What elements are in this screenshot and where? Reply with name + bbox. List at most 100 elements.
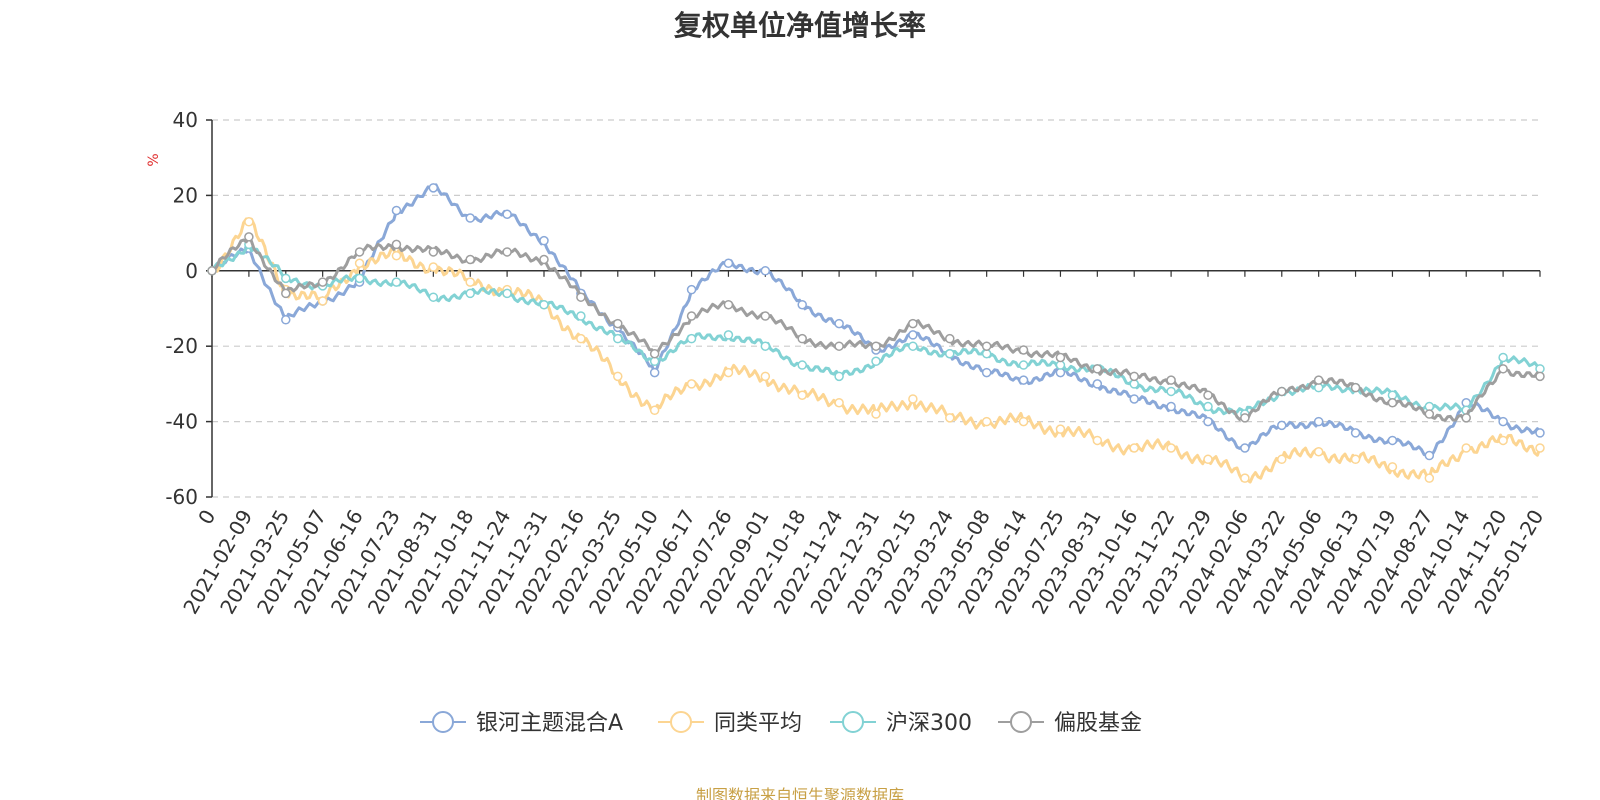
data-point (1350, 382, 1361, 393)
data-point (1277, 454, 1287, 465)
data-point (1498, 352, 1508, 363)
data-point (1313, 447, 1324, 457)
chart-title: 复权单位净值增长率 (673, 9, 926, 42)
data-point (1313, 375, 1324, 385)
data-point (281, 315, 291, 325)
legend-item[interactable]: 沪深300 (830, 711, 972, 736)
data-point (428, 292, 439, 302)
data-point (760, 341, 771, 351)
data-point (613, 371, 623, 382)
data-point (686, 284, 697, 295)
data-point (1166, 375, 1176, 385)
y-tick-label: 40 (173, 108, 198, 132)
legend-item[interactable]: 偏股基金 (998, 711, 1142, 736)
data-point (1129, 371, 1139, 382)
data-point (723, 299, 734, 310)
data-point (1498, 364, 1508, 374)
data-point (649, 348, 660, 359)
data-point (1018, 360, 1029, 370)
data-point (391, 205, 402, 216)
data-point (945, 348, 955, 359)
data-point (871, 341, 881, 351)
grid-layer (212, 119, 1540, 498)
data-point (465, 288, 475, 299)
data-point (1387, 435, 1398, 446)
data-point (428, 183, 439, 193)
data-point (760, 266, 771, 276)
data-point (1240, 413, 1250, 423)
data-point (354, 258, 365, 269)
data-point (539, 299, 549, 310)
data-point (1092, 364, 1103, 374)
data-point (391, 239, 402, 250)
data-point (1092, 435, 1103, 446)
data-point (945, 413, 955, 423)
data-point (1166, 401, 1176, 412)
legend-label: 沪深300 (886, 711, 972, 736)
data-point (981, 367, 992, 378)
data-point (1535, 428, 1545, 438)
data-point (834, 371, 844, 382)
data-point (1387, 398, 1398, 408)
data-point (613, 333, 623, 344)
legend-label: 银河主题混合A (476, 711, 623, 736)
data-point (465, 213, 475, 223)
data-point (539, 254, 549, 265)
data-point (1424, 409, 1435, 419)
legend-item[interactable]: 同类平均 (658, 711, 802, 736)
data-point (1240, 473, 1250, 483)
data-point (1535, 371, 1545, 382)
data-point (649, 367, 660, 378)
data-point (686, 333, 697, 344)
data-point (502, 209, 512, 219)
data-point (1018, 416, 1029, 427)
data-point (649, 405, 660, 416)
data-point (1018, 345, 1029, 355)
series-line (211, 235, 1542, 422)
data-point (1277, 420, 1287, 431)
y-axis-label: % (146, 153, 162, 166)
data-point (317, 277, 328, 287)
data-point (1166, 386, 1176, 397)
data-point (871, 356, 881, 367)
data-point (834, 398, 844, 408)
data-point (539, 235, 549, 246)
data-point (428, 262, 439, 272)
data-point (502, 288, 512, 299)
data-point (1350, 428, 1361, 438)
data-point (871, 409, 881, 419)
data-point (1277, 386, 1287, 397)
y-tick-label: -40 (165, 410, 198, 434)
data-point (1166, 443, 1176, 453)
y-tick-label: -60 (165, 485, 198, 509)
data-point (1498, 416, 1508, 427)
data-point (686, 311, 697, 321)
legend-item[interactable]: 银河主题混合A (420, 711, 623, 736)
data-point (1387, 462, 1398, 472)
data-point (1424, 473, 1435, 483)
data-point (1240, 443, 1250, 453)
series-1 (207, 217, 1545, 484)
data-point (981, 416, 992, 427)
data-point (391, 277, 402, 287)
data-point (908, 341, 918, 351)
data-point (908, 394, 918, 404)
legend-marker (670, 711, 692, 733)
data-point (391, 250, 402, 261)
y-tick-label: -20 (165, 334, 198, 358)
data-point (1055, 352, 1066, 363)
data-point (797, 360, 807, 370)
source-note: 制图数据来自恒生聚源数据库 (695, 786, 904, 800)
data-point (1424, 450, 1435, 461)
data-point (244, 232, 254, 242)
data-point (760, 311, 771, 321)
series-layer (207, 183, 1545, 484)
data-point (1055, 424, 1066, 434)
data-point (1461, 443, 1471, 453)
data-point (1350, 454, 1361, 465)
data-point (1313, 416, 1324, 427)
series-3 (207, 232, 1545, 423)
data-point (576, 333, 586, 344)
data-point (354, 273, 365, 284)
